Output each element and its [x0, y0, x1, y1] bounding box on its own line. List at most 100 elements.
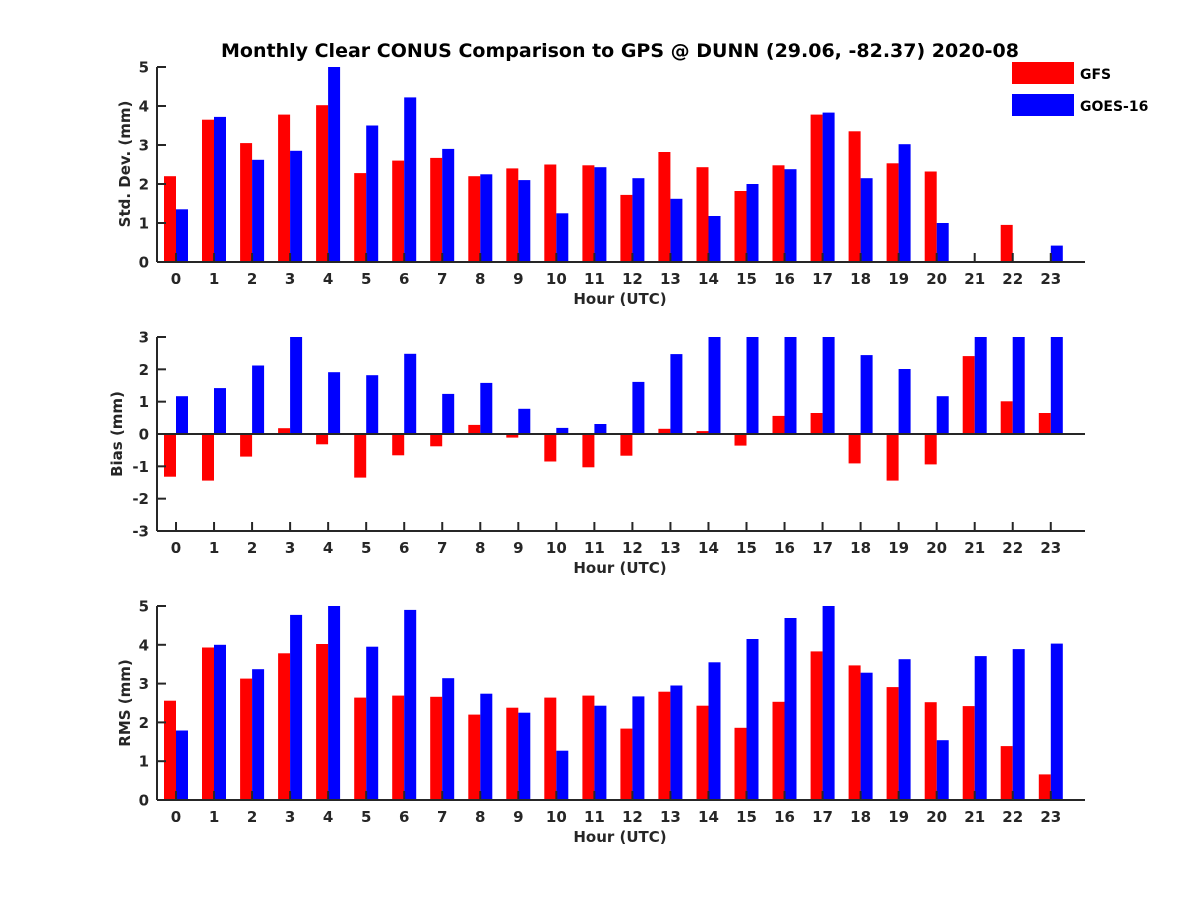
- bar-bias-goes16-5: [366, 375, 379, 434]
- bar-stddev-gfs-14: [696, 167, 709, 262]
- bar-stddev-goes16-18: [860, 178, 873, 262]
- bar-rms-gfs-4: [316, 644, 329, 800]
- bar-bias-goes16-22: [1012, 337, 1025, 434]
- bar-stddev-gfs-8: [468, 176, 481, 262]
- bar-rms-gfs-5: [354, 697, 367, 800]
- bar-rms-goes16-19: [898, 659, 911, 800]
- xtick-label-stddev: 7: [437, 270, 447, 288]
- xtick-label-stddev: 9: [513, 270, 523, 288]
- bar-bias-goes16-19: [898, 369, 911, 434]
- ytick-label-stddev: 0: [139, 254, 149, 272]
- bar-stddev-gfs-20: [924, 171, 937, 262]
- bar-rms-goes16-15: [746, 639, 759, 800]
- xtick-label-rms: 19: [888, 808, 909, 826]
- bar-rms-goes16-11: [594, 705, 607, 800]
- bar-bias-gfs-13: [658, 428, 671, 434]
- bar-bias-goes16-13: [670, 354, 683, 434]
- bar-bias-goes16-8: [480, 382, 493, 434]
- bar-bias-goes16-0: [176, 396, 188, 434]
- xtick-label-bias: 22: [1002, 539, 1023, 557]
- xtick-label-rms: 22: [1002, 808, 1023, 826]
- ytick-label-stddev: 5: [139, 59, 149, 77]
- bar-stddev-gfs-1: [202, 119, 214, 262]
- bar-stddev-goes16-1: [214, 116, 226, 263]
- bar-rms-gfs-9: [506, 707, 519, 800]
- bar-stddev-gfs-18: [848, 131, 861, 262]
- bar-rms-gfs-17: [810, 651, 823, 800]
- bar-stddev-gfs-19: [886, 163, 899, 262]
- bar-bias-gfs-23: [1038, 413, 1051, 434]
- ytick-label-stddev: 4: [139, 98, 149, 116]
- bar-rms-gfs-8: [468, 714, 481, 800]
- xtick-label-bias: 3: [285, 539, 295, 557]
- bar-stddev-goes16-13: [670, 198, 683, 262]
- xtick-label-bias: 9: [513, 539, 523, 557]
- bar-stddev-goes16-12: [632, 178, 645, 262]
- xtick-label-stddev: 12: [622, 270, 643, 288]
- ytick-label-bias: 2: [139, 361, 149, 379]
- xtick-label-stddev: 18: [850, 270, 871, 288]
- bar-rms-gfs-15: [734, 727, 747, 800]
- bar-stddev-goes16-17: [822, 112, 835, 262]
- bar-stddev-gfs-3: [278, 114, 291, 262]
- ytick-label-rms: 4: [139, 636, 149, 654]
- ytick-label-bias: 1: [139, 393, 149, 411]
- bar-bias-gfs-11: [582, 434, 595, 468]
- bar-rms-goes16-22: [1012, 649, 1025, 800]
- xtick-label-rms: 5: [361, 808, 371, 826]
- xlabel-stddev: Hour (UTC): [573, 290, 666, 308]
- ytick-label-rms: 1: [139, 753, 149, 771]
- bar-stddev-gfs-5: [354, 173, 367, 262]
- xtick-label-rms: 13: [660, 808, 681, 826]
- bar-stddev-gfs-12: [620, 194, 633, 262]
- bar-stddev-gfs-4: [316, 105, 329, 262]
- xtick-label-bias: 15: [736, 539, 757, 557]
- bar-stddev-gfs-13: [658, 152, 671, 262]
- xtick-label-bias: 18: [850, 539, 871, 557]
- bar-stddev-gfs-22: [1000, 224, 1013, 262]
- bar-stddev-goes16-6: [404, 97, 417, 263]
- bar-rms-goes16-0: [176, 730, 188, 800]
- bar-bias-gfs-2: [240, 434, 253, 457]
- xtick-label-bias: 8: [475, 539, 485, 557]
- bar-bias-goes16-18: [860, 355, 873, 434]
- bar-bias-goes16-15: [746, 337, 759, 434]
- xtick-label-rms: 3: [285, 808, 295, 826]
- xtick-label-stddev: 5: [361, 270, 371, 288]
- bar-bias-goes16-7: [442, 393, 455, 434]
- bar-bias-goes16-20: [936, 396, 949, 434]
- bar-stddev-gfs-11: [582, 165, 595, 262]
- bar-rms-goes16-3: [290, 614, 303, 800]
- bar-bias-gfs-10: [544, 434, 557, 462]
- bar-rms-goes16-13: [670, 685, 683, 800]
- bar-stddev-goes16-7: [442, 148, 455, 262]
- bar-bias-gfs-9: [506, 434, 519, 438]
- bar-rms-gfs-1: [202, 647, 214, 800]
- bar-rms-goes16-4: [328, 606, 341, 800]
- bar-rms-goes16-10: [556, 750, 569, 800]
- legend: GFS GOES-16: [1012, 62, 1148, 116]
- xtick-label-stddev: 2: [247, 270, 257, 288]
- xtick-label-stddev: 8: [475, 270, 485, 288]
- bar-rms-gfs-3: [278, 653, 291, 800]
- bar-rms-gfs-21: [962, 706, 975, 800]
- xtick-label-stddev: 6: [399, 270, 409, 288]
- bar-bias-gfs-17: [810, 413, 823, 434]
- bar-stddev-goes16-0: [176, 209, 188, 262]
- chart-title: Monthly Clear CONUS Comparison to GPS @ …: [221, 40, 1019, 62]
- xtick-label-bias: 20: [926, 539, 947, 557]
- bar-bias-goes16-6: [404, 353, 417, 434]
- ytick-label-stddev: 3: [139, 137, 149, 155]
- xtick-label-rms: 10: [546, 808, 567, 826]
- xtick-label-rms: 8: [475, 808, 485, 826]
- ytick-label-rms: 0: [139, 792, 149, 810]
- xtick-label-bias: 16: [774, 539, 795, 557]
- bar-bias-goes16-12: [632, 381, 645, 434]
- bar-rms-gfs-16: [772, 701, 785, 800]
- bar-stddev-gfs-15: [734, 191, 747, 262]
- bar-bias-gfs-6: [392, 434, 405, 456]
- xtick-label-rms: 2: [247, 808, 257, 826]
- xtick-label-stddev: 19: [888, 270, 909, 288]
